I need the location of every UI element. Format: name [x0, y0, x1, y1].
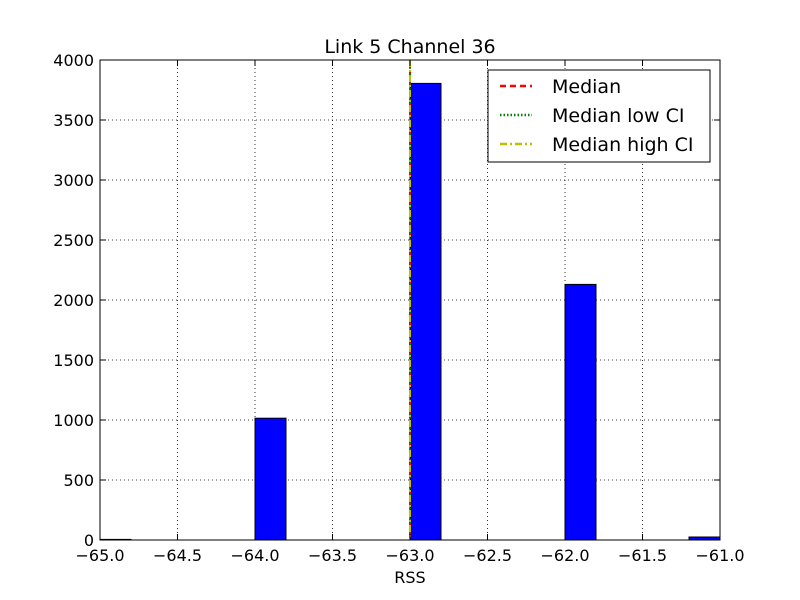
y-tick-label: 2500 — [53, 231, 94, 250]
y-tick-label: 1500 — [53, 351, 94, 370]
y-tick-labels: 0 500 1000 1500 2000 2500 3000 3500 4000 — [53, 51, 94, 550]
y-tick-label: 0 — [84, 531, 94, 550]
y-tick-label: 2000 — [53, 291, 94, 310]
x-tick-label: −65.0 — [75, 546, 124, 565]
y-tick-label: 3500 — [53, 111, 94, 130]
legend-label: Median high CI — [552, 134, 693, 156]
x-tick-label: −64.5 — [153, 546, 202, 565]
bars — [99, 82, 721, 541]
x-tick-label: −62.5 — [463, 546, 512, 565]
legend: Median Median low CI Median high CI — [487, 69, 711, 163]
x-tick-label: −64.0 — [230, 546, 279, 565]
chart-title: Link 5 Channel 36 — [324, 36, 495, 58]
x-tick-label: −61.0 — [695, 546, 744, 565]
histogram-bar — [564, 283, 597, 541]
histogram-bar — [254, 417, 287, 541]
x-tick-labels: −65.0 −64.5 −64.0 −63.5 −63.0 −62.5 −62.0 −61.5… — [75, 546, 744, 565]
x-tick-label: −62.0 — [540, 546, 589, 565]
axis-ticks — [99, 59, 721, 541]
x-tick-label: −61.5 — [618, 546, 667, 565]
y-tick-label: 3000 — [53, 171, 94, 190]
y-tick-label: 1000 — [53, 411, 94, 430]
x-tick-label: −63.5 — [308, 546, 357, 565]
legend-entries: Median Median low CI Median high CI — [500, 76, 693, 156]
legend-label: Median low CI — [552, 105, 685, 127]
y-tick-label: 500 — [63, 471, 94, 490]
x-axis-label: RSS — [394, 568, 425, 587]
y-tick-label: 4000 — [53, 51, 94, 70]
x-tick-label: −63.0 — [385, 546, 434, 565]
legend-label: Median — [552, 76, 621, 98]
histogram-bar — [409, 82, 442, 541]
